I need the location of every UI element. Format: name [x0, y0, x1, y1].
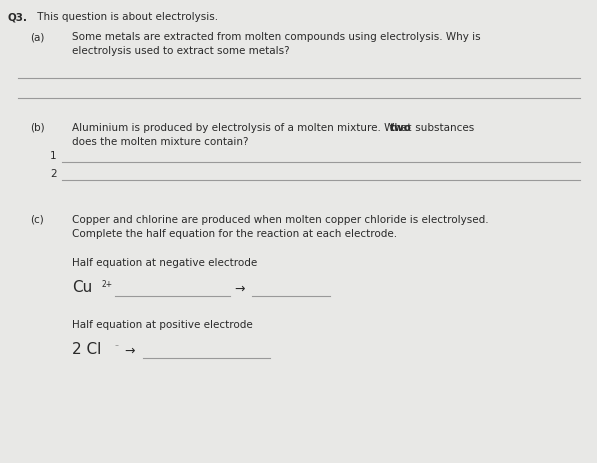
Text: Half equation at positive electrode: Half equation at positive electrode: [72, 320, 253, 330]
Text: two: two: [390, 123, 412, 133]
Text: This question is about electrolysis.: This question is about electrolysis.: [34, 12, 218, 22]
Text: substances: substances: [412, 123, 474, 133]
Text: does the molten mixture contain?: does the molten mixture contain?: [72, 137, 248, 147]
Text: Aluminium is produced by electrolysis of a molten mixture. What: Aluminium is produced by electrolysis of…: [72, 123, 415, 133]
Text: Half equation at negative electrode: Half equation at negative electrode: [72, 258, 257, 268]
Text: 2: 2: [50, 169, 57, 179]
Text: Complete the half equation for the reaction at each electrode.: Complete the half equation for the react…: [72, 229, 397, 239]
Text: 2 Cl: 2 Cl: [72, 342, 101, 357]
Text: (c): (c): [30, 215, 44, 225]
Text: →: →: [234, 283, 245, 296]
Text: Q3.: Q3.: [8, 12, 28, 22]
Text: electrolysis used to extract some metals?: electrolysis used to extract some metals…: [72, 46, 290, 56]
Text: Some metals are extracted from molten compounds using electrolysis. Why is: Some metals are extracted from molten co…: [72, 32, 481, 42]
Text: 2+: 2+: [101, 280, 112, 289]
Text: 1: 1: [50, 151, 57, 161]
Text: Copper and chlorine are produced when molten copper chloride is electrolysed.: Copper and chlorine are produced when mo…: [72, 215, 488, 225]
Text: (a): (a): [30, 32, 44, 42]
Text: →: →: [124, 345, 134, 358]
Text: (b): (b): [30, 123, 45, 133]
Text: ⁻: ⁻: [114, 342, 118, 351]
Text: Cu: Cu: [72, 280, 93, 295]
